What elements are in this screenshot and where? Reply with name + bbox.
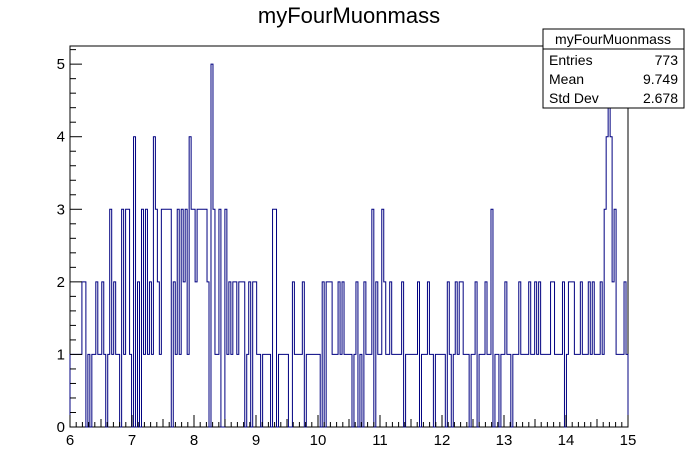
x-tick-label: 13 <box>496 432 513 449</box>
y-axis: 0 1 2 3 4 5 <box>57 49 82 436</box>
y-tick-label: 2 <box>57 274 65 291</box>
stats-stddev-value: 2.678 <box>643 90 678 106</box>
chart-title: myFourMuonmass <box>258 3 440 28</box>
y-tick-label: 1 <box>57 346 65 363</box>
stats-entries-value: 773 <box>655 52 679 68</box>
stats-box: myFourMuonmass Entries 773 Mean 9.749 St… <box>542 28 685 109</box>
stats-mean-label: Mean <box>549 71 584 87</box>
x-tick-label: 10 <box>310 432 327 449</box>
x-tick-label: 9 <box>252 432 260 449</box>
y-tick-label: 3 <box>57 201 65 218</box>
x-tick-label: 14 <box>558 432 575 449</box>
x-axis: 6 7 8 9 10 11 12 13 14 15 <box>66 415 637 449</box>
stats-box-title: myFourMuonmass <box>555 31 671 47</box>
x-tick-label: 11 <box>372 432 388 449</box>
stats-mean-value: 9.749 <box>643 71 678 87</box>
stats-box-frame <box>542 28 685 109</box>
stats-stddev-label: Std Dev <box>549 90 599 106</box>
x-tick-label: 7 <box>128 432 136 449</box>
y-tick-label: 5 <box>57 56 65 73</box>
histogram-line <box>69 63 629 428</box>
x-tick-label: 6 <box>66 432 74 449</box>
y-tick-label: 4 <box>57 129 65 146</box>
x-tick-label: 15 <box>620 432 637 449</box>
stats-entries-label: Entries <box>549 52 593 68</box>
y-tick-label: 0 <box>57 419 65 436</box>
x-tick-label: 8 <box>190 432 198 449</box>
x-tick-label: 12 <box>434 432 451 449</box>
